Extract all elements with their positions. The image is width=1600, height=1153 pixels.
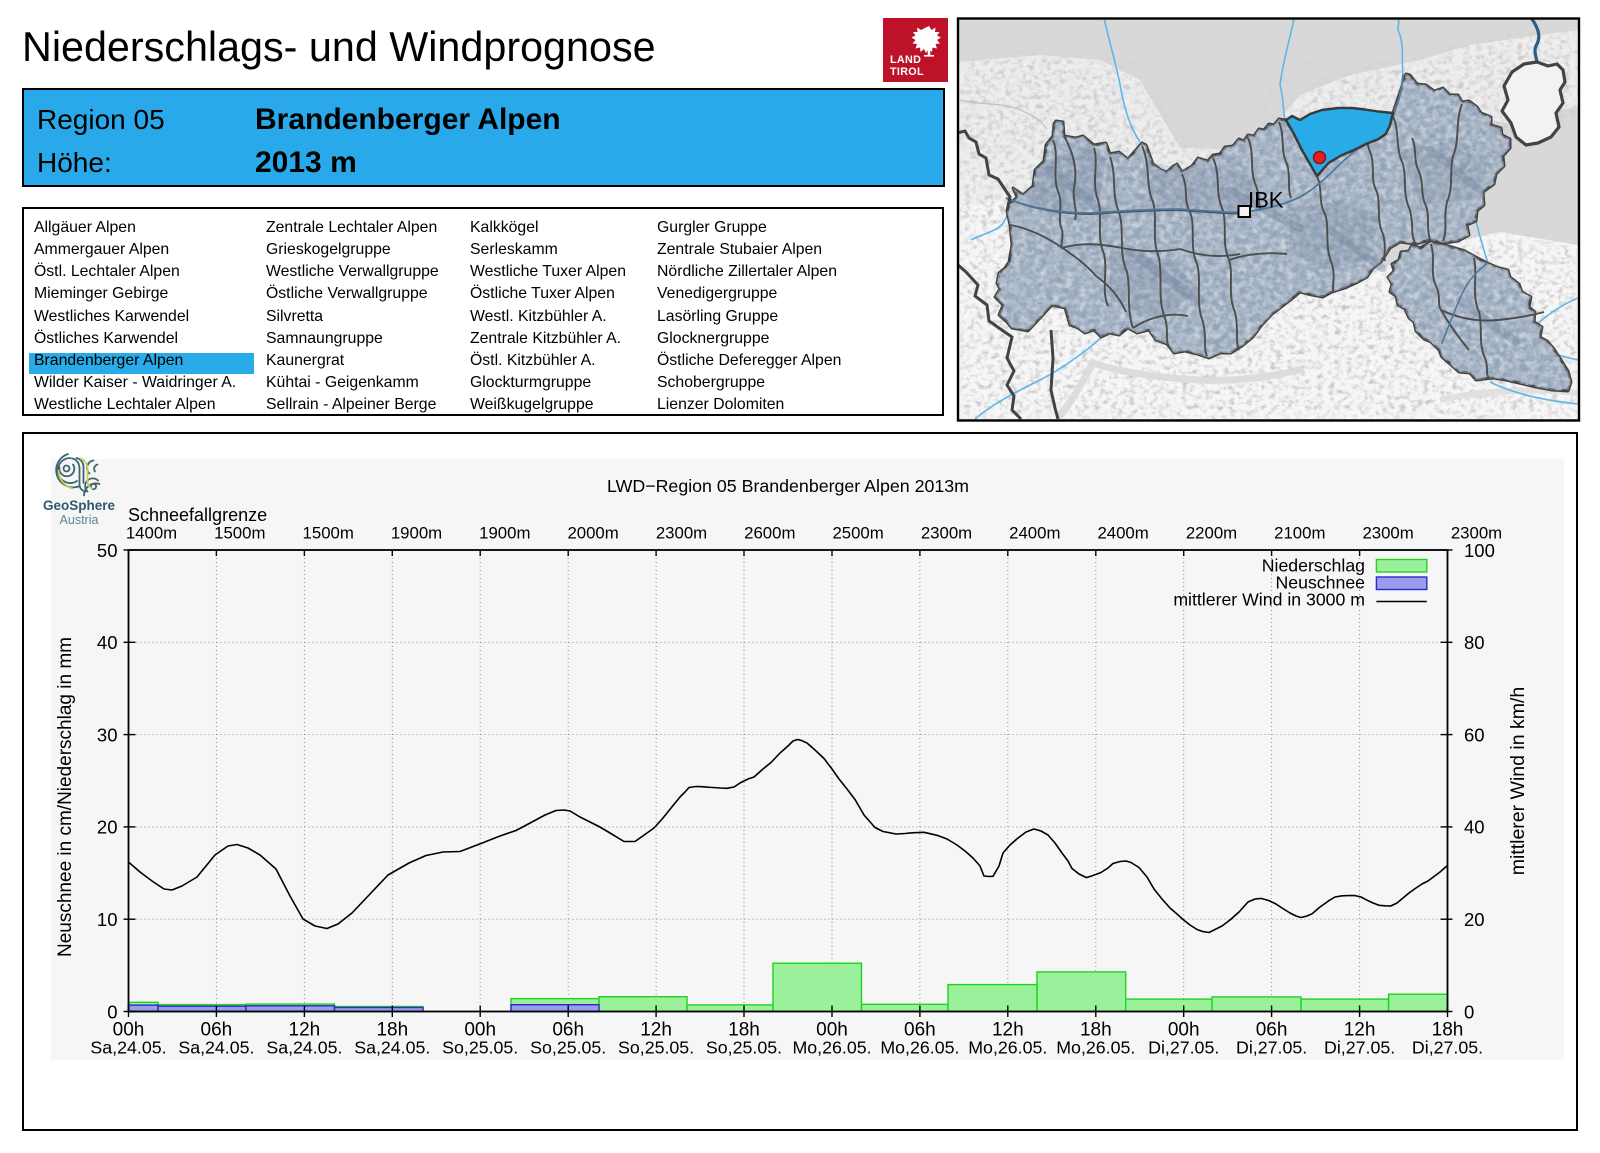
svg-text:0: 0 [107,1001,117,1022]
svg-text:So,25.05.: So,25.05. [618,1038,694,1058]
svg-text:2200m: 2200m [1186,524,1237,543]
svg-text:06h: 06h [552,1020,584,1041]
svg-text:Sa,24.05.: Sa,24.05. [178,1038,254,1058]
svg-text:1900m: 1900m [479,524,530,543]
svg-text:18h: 18h [728,1020,760,1041]
svg-text:2000m: 2000m [567,524,618,543]
svg-text:60: 60 [1464,724,1485,745]
svg-text:1900m: 1900m [391,524,442,543]
svg-text:Schneefallgrenze: Schneefallgrenze [128,505,267,525]
svg-text:20: 20 [1464,909,1485,930]
svg-text:Neuschnee: Neuschnee [1276,573,1366,593]
svg-text:50: 50 [97,540,118,561]
svg-text:40: 40 [97,632,118,653]
svg-text:Neuschnee in cm/Niederschlag i: Neuschnee in cm/Niederschlag in mm [55,637,76,957]
svg-text:12h: 12h [992,1020,1024,1041]
svg-text:12h: 12h [1344,1020,1376,1041]
svg-text:1500m: 1500m [214,524,265,543]
svg-text:00h: 00h [1168,1020,1200,1041]
svg-text:So,25.05.: So,25.05. [706,1038,782,1058]
svg-text:2300m: 2300m [656,524,707,543]
svg-text:40: 40 [1464,817,1485,838]
svg-text:2400m: 2400m [1097,524,1148,543]
svg-text:2600m: 2600m [744,524,795,543]
svg-text:0: 0 [1464,1001,1474,1022]
svg-text:12h: 12h [640,1020,672,1041]
svg-text:10: 10 [97,909,118,930]
svg-text:1500m: 1500m [303,524,354,543]
svg-text:2400m: 2400m [1009,524,1060,543]
svg-text:Sa,24.05.: Sa,24.05. [266,1038,342,1058]
svg-text:GeoSphere: GeoSphere [43,498,116,513]
svg-text:06h: 06h [904,1020,936,1041]
svg-text:Niederschlag: Niederschlag [1262,556,1365,576]
svg-text:2300m: 2300m [1451,524,1502,543]
svg-text:TIROL: TIROL [890,66,924,78]
svg-text:Sa,24.05.: Sa,24.05. [354,1038,430,1058]
svg-text:30: 30 [97,724,118,745]
svg-text:18h: 18h [376,1020,408,1041]
svg-text:06h: 06h [1256,1020,1288,1041]
svg-text:LWD−Region 05 Brandenberger Al: LWD−Region 05 Brandenberger Alpen 2013m [607,476,969,496]
svg-text:18h: 18h [1432,1020,1464,1041]
svg-text:2500m: 2500m [832,524,883,543]
svg-text:20: 20 [97,817,118,838]
svg-text:Di,27.05.: Di,27.05. [1236,1038,1307,1058]
svg-text:00h: 00h [464,1020,496,1041]
svg-text:2300m: 2300m [1362,524,1413,543]
svg-text:Mo,26.05.: Mo,26.05. [792,1038,871,1058]
svg-text:1400m: 1400m [126,524,177,543]
svg-text:Mo,26.05.: Mo,26.05. [880,1038,959,1058]
svg-text:06h: 06h [201,1020,233,1041]
svg-text:Di,27.05.: Di,27.05. [1412,1038,1483,1058]
svg-text:100: 100 [1464,540,1495,561]
svg-text:2300m: 2300m [921,524,972,543]
svg-text:LAND: LAND [890,54,921,66]
svg-text:So,25.05.: So,25.05. [530,1038,606,1058]
svg-text:So,25.05.: So,25.05. [442,1038,518,1058]
svg-text:80: 80 [1464,632,1485,653]
svg-text:Di,27.05.: Di,27.05. [1148,1038,1219,1058]
svg-text:Mo,26.05.: Mo,26.05. [1056,1038,1135,1058]
svg-text:Austria: Austria [60,513,99,527]
svg-text:00h: 00h [816,1020,848,1041]
svg-text:18h: 18h [1080,1020,1112,1041]
svg-text:mittlerer Wind in km/h: mittlerer Wind in km/h [1507,687,1529,876]
svg-text:Mo,26.05.: Mo,26.05. [968,1038,1047,1058]
svg-text:Di,27.05.: Di,27.05. [1324,1038,1395,1058]
svg-text:Sa,24.05.: Sa,24.05. [90,1038,166,1058]
svg-text:2100m: 2100m [1274,524,1325,543]
svg-text:12h: 12h [289,1020,321,1041]
svg-text:IBK: IBK [1248,188,1284,213]
svg-text:mittlerer Wind in 3000 m: mittlerer Wind in 3000 m [1173,590,1365,610]
svg-text:00h: 00h [113,1020,145,1041]
